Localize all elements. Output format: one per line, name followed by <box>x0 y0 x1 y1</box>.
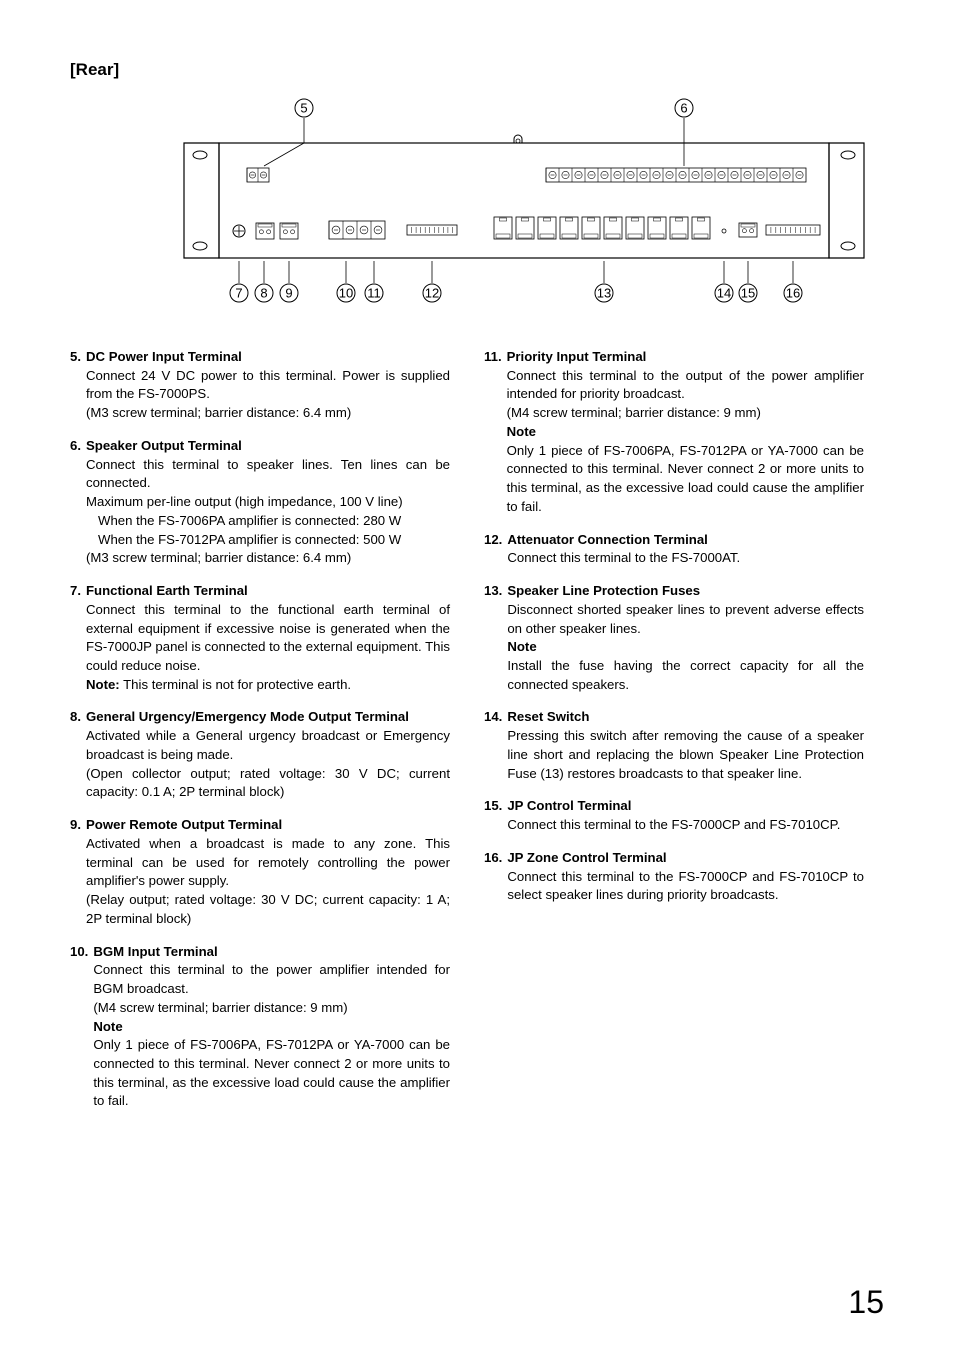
list-item: 14.Reset SwitchPressing this switch afte… <box>484 708 864 783</box>
item-text: Connect this terminal to speaker lines. … <box>86 456 450 493</box>
note-label: Note <box>507 638 864 657</box>
item-number: 12. <box>484 531 507 568</box>
item-title: DC Power Input Terminal <box>86 348 450 367</box>
item-text: Activated while a General urgency broadc… <box>86 727 450 764</box>
item-number: 15. <box>484 797 507 834</box>
item-body: General Urgency/Emergency Mode Output Te… <box>86 708 450 802</box>
list-item: 7.Functional Earth TerminalConnect this … <box>70 582 450 694</box>
item-body: DC Power Input TerminalConnect 24 V DC p… <box>86 348 450 423</box>
item-number: 16. <box>484 849 507 905</box>
item-title: General Urgency/Emergency Mode Output Te… <box>86 708 450 727</box>
list-item: 10.BGM Input TerminalConnect this termin… <box>70 943 450 1112</box>
item-text: (Open collector output; rated voltage: 3… <box>86 765 450 802</box>
item-text: Maximum per-line output (high impedance,… <box>86 493 450 512</box>
list-item: 8.General Urgency/Emergency Mode Output … <box>70 708 450 802</box>
svg-text:7: 7 <box>235 286 242 301</box>
svg-text:8: 8 <box>260 286 267 301</box>
item-title: Attenuator Connection Terminal <box>507 531 864 550</box>
content-columns: 5.DC Power Input TerminalConnect 24 V DC… <box>70 348 884 1125</box>
item-note-inline: Note: This terminal is not for protectiv… <box>86 676 450 695</box>
item-body: Speaker Line Protection FusesDisconnect … <box>507 582 864 694</box>
right-column: 11.Priority Input TerminalConnect this t… <box>484 348 864 1125</box>
svg-text:16: 16 <box>786 286 800 301</box>
item-number: 6. <box>70 437 86 568</box>
list-item: 12.Attenuator Connection TerminalConnect… <box>484 531 864 568</box>
note-body: Install the fuse having the correct capa… <box>507 657 864 694</box>
svg-text:12: 12 <box>425 286 439 301</box>
item-text: Pressing this switch after removing the … <box>507 727 864 783</box>
item-number: 14. <box>484 708 507 783</box>
list-item: 13.Speaker Line Protection FusesDisconne… <box>484 582 864 694</box>
item-text: (M3 screw terminal; barrier distance: 6.… <box>86 549 450 568</box>
item-text-indent: When the FS-7012PA amplifier is connecte… <box>86 531 450 550</box>
item-title: Priority Input Terminal <box>507 348 864 367</box>
item-body: Priority Input TerminalConnect this term… <box>507 348 864 517</box>
item-body: Attenuator Connection TerminalConnect th… <box>507 531 864 568</box>
item-body: BGM Input TerminalConnect this terminal … <box>93 943 450 1112</box>
item-title: Functional Earth Terminal <box>86 582 450 601</box>
list-item: 15.JP Control TerminalConnect this termi… <box>484 797 864 834</box>
list-item: 9.Power Remote Output TerminalActivated … <box>70 816 450 928</box>
left-column: 5.DC Power Input TerminalConnect 24 V DC… <box>70 348 450 1125</box>
item-body: Functional Earth TerminalConnect this te… <box>86 582 450 694</box>
svg-text:9: 9 <box>285 286 292 301</box>
item-number: 7. <box>70 582 86 694</box>
svg-text:13: 13 <box>597 286 611 301</box>
list-item: 16.JP Zone Control TerminalConnect this … <box>484 849 864 905</box>
item-text-indent: When the FS-7006PA amplifier is connecte… <box>86 512 450 531</box>
item-text: (M4 screw terminal; barrier distance: 9 … <box>507 404 864 423</box>
list-item: 11.Priority Input TerminalConnect this t… <box>484 348 864 517</box>
item-title: JP Zone Control Terminal <box>507 849 864 868</box>
item-text: (Relay output; rated voltage: 30 V DC; c… <box>86 891 450 928</box>
page-number: 15 <box>848 1284 884 1321</box>
item-text: Connect this terminal to the power ampli… <box>93 961 450 998</box>
rear-heading: [Rear] <box>70 60 884 80</box>
item-body: Reset SwitchPressing this switch after r… <box>507 708 864 783</box>
item-title: BGM Input Terminal <box>93 943 450 962</box>
item-text: Disconnect shorted speaker lines to prev… <box>507 601 864 638</box>
item-number: 8. <box>70 708 86 802</box>
svg-text:14: 14 <box>717 286 731 301</box>
item-text: Activated when a broadcast is made to an… <box>86 835 450 891</box>
item-body: Power Remote Output TerminalActivated wh… <box>86 816 450 928</box>
item-text: Connect this terminal to the functional … <box>86 601 450 676</box>
list-item: 6.Speaker Output TerminalConnect this te… <box>70 437 450 568</box>
note-label: Note <box>507 423 864 442</box>
item-title: Speaker Output Terminal <box>86 437 450 456</box>
item-body: JP Control TerminalConnect this terminal… <box>507 797 864 834</box>
item-text: Connect 24 V DC power to this terminal. … <box>86 367 450 404</box>
item-number: 10. <box>70 943 93 1112</box>
svg-text:5: 5 <box>300 101 307 116</box>
svg-text:6: 6 <box>680 101 687 116</box>
item-number: 13. <box>484 582 507 694</box>
item-number: 5. <box>70 348 86 423</box>
item-body: JP Zone Control TerminalConnect this ter… <box>507 849 864 905</box>
item-number: 11. <box>484 348 507 517</box>
item-text: Connect this terminal to the output of t… <box>507 367 864 404</box>
list-item: 5.DC Power Input TerminalConnect 24 V DC… <box>70 348 450 423</box>
svg-text:15: 15 <box>741 286 755 301</box>
item-title: Reset Switch <box>507 708 864 727</box>
note-label: Note <box>93 1018 450 1037</box>
note-body: Only 1 piece of FS-7006PA, FS-7012PA or … <box>507 442 864 517</box>
item-title: JP Control Terminal <box>507 797 864 816</box>
note-body: Only 1 piece of FS-7006PA, FS-7012PA or … <box>93 1036 450 1111</box>
item-text: (M4 screw terminal; barrier distance: 9 … <box>93 999 450 1018</box>
item-text: Connect this terminal to the FS-7000CP a… <box>507 816 864 835</box>
item-body: Speaker Output TerminalConnect this term… <box>86 437 450 568</box>
item-title: Speaker Line Protection Fuses <box>507 582 864 601</box>
svg-text:10: 10 <box>339 286 353 301</box>
item-text: Connect this terminal to the FS-7000CP a… <box>507 868 864 905</box>
rear-panel-svg: 5 6 7 8 9 10 11 12 13 14 15 16 <box>164 88 884 318</box>
svg-text:11: 11 <box>367 286 381 301</box>
item-text: Connect this terminal to the FS-7000AT. <box>507 549 864 568</box>
item-title: Power Remote Output Terminal <box>86 816 450 835</box>
rear-panel-diagram: 5 6 7 8 9 10 11 12 13 14 15 16 <box>70 88 884 318</box>
item-text: (M3 screw terminal; barrier distance: 6.… <box>86 404 450 423</box>
item-number: 9. <box>70 816 86 928</box>
